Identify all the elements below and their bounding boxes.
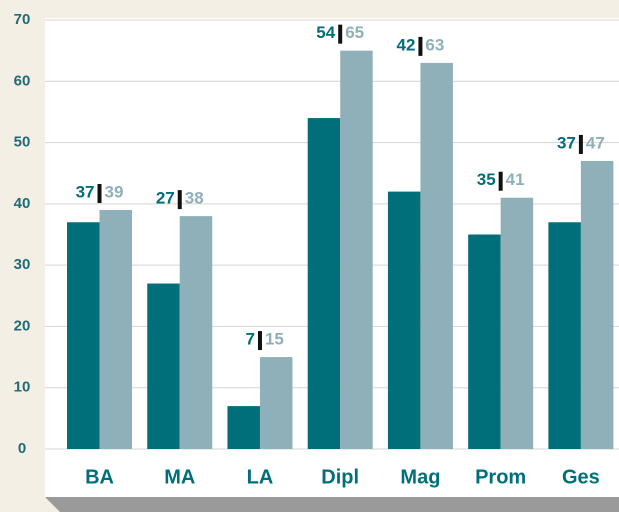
x-tick-label: BA — [85, 466, 114, 488]
y-tick-label: 30 — [14, 256, 31, 273]
y-tick-label: 50 — [14, 134, 31, 151]
label-separator — [418, 36, 423, 56]
y-tick-label: 0 — [18, 440, 26, 457]
y-tick-label: 20 — [14, 317, 31, 334]
footer-bar — [45, 497, 619, 512]
y-tick-label: 60 — [14, 72, 31, 89]
label-separator — [177, 190, 182, 210]
x-tick-label: Ges — [562, 466, 600, 488]
data-label: 37 — [76, 182, 95, 201]
x-tick-label: MA — [164, 466, 195, 488]
bar — [179, 216, 213, 449]
y-tick-label: 10 — [14, 379, 31, 396]
data-label: 54 — [316, 23, 335, 42]
y-tick-label: 70 — [14, 11, 31, 28]
bar — [500, 197, 534, 449]
bar — [147, 283, 180, 449]
bar — [259, 357, 293, 449]
data-label: 42 — [397, 35, 416, 54]
data-label: 7 — [246, 330, 255, 349]
y-tick-label: 40 — [14, 195, 31, 212]
data-label: 35 — [477, 170, 496, 189]
data-label: 63 — [425, 35, 444, 54]
label-separator — [257, 331, 262, 351]
bar — [468, 234, 501, 449]
label-separator — [338, 24, 343, 44]
bar — [580, 160, 614, 449]
data-label: 27 — [156, 189, 175, 208]
bar — [387, 191, 421, 449]
data-label: 65 — [345, 23, 364, 42]
data-label: 38 — [185, 189, 204, 208]
x-tick-label: Dipl — [321, 466, 359, 488]
data-label: 37 — [557, 133, 576, 152]
bar — [227, 406, 260, 449]
label-separator — [578, 134, 583, 154]
data-label: 39 — [105, 182, 124, 201]
bar — [99, 209, 133, 449]
data-label: 47 — [586, 133, 605, 152]
x-tick-label: LA — [247, 466, 274, 488]
x-tick-label: Mag — [400, 466, 440, 488]
label-separator — [498, 171, 503, 191]
bar — [67, 222, 100, 449]
bar — [307, 118, 341, 450]
data-label: 15 — [265, 330, 284, 349]
bar — [420, 62, 453, 450]
bar — [548, 222, 581, 449]
data-label: 41 — [506, 170, 525, 189]
x-tick-label: Prom — [475, 466, 526, 488]
label-separator — [97, 183, 102, 203]
bar — [340, 50, 373, 450]
